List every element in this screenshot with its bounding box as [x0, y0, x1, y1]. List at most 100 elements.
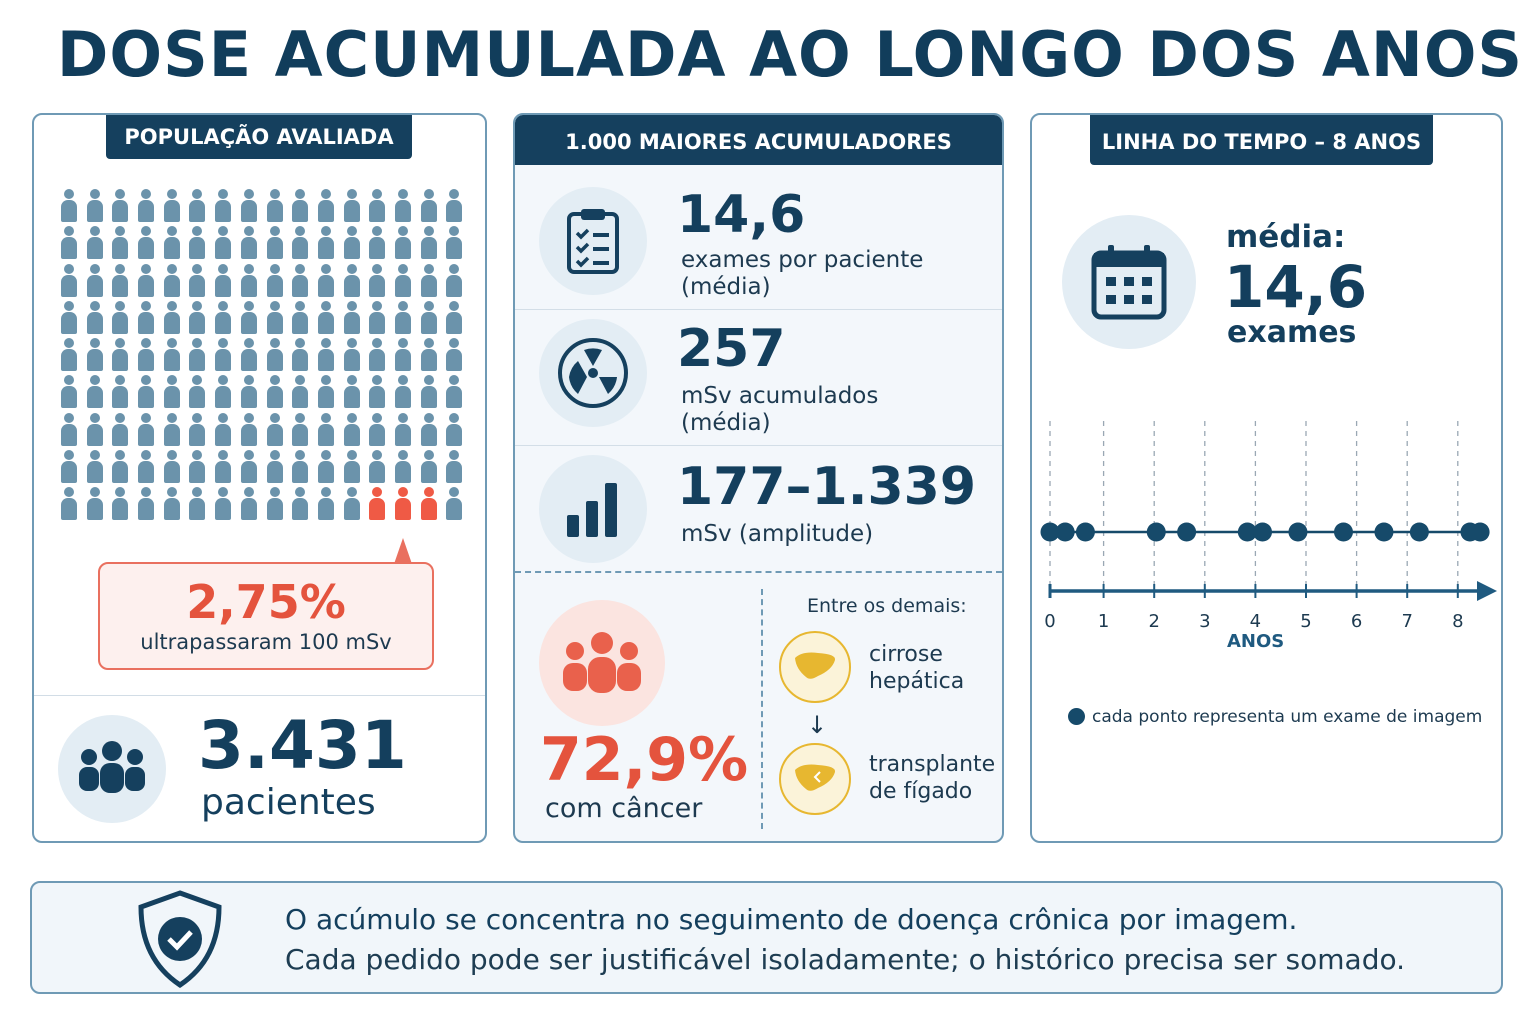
person-icon [441, 411, 467, 448]
exam-dot [1177, 522, 1197, 542]
exam-dot [1470, 522, 1490, 542]
person-icon [441, 262, 467, 299]
person-icon [236, 448, 262, 485]
person-icon [159, 336, 185, 373]
person-icon [339, 336, 365, 373]
axis-tick-label: 4 [1250, 611, 1261, 632]
person-icon [390, 448, 416, 485]
person-icon [56, 299, 82, 336]
person-icon [56, 336, 82, 373]
person-icon [210, 187, 236, 224]
person-icon [82, 187, 108, 224]
person-icon [184, 224, 210, 261]
arrow-down-icon: ↓ [807, 711, 828, 739]
person-icon [107, 224, 133, 261]
person-icon [339, 373, 365, 410]
person-icon [287, 411, 313, 448]
person-icon [364, 299, 390, 336]
person-icon [441, 224, 467, 261]
person-icon [287, 187, 313, 224]
person-icon [236, 224, 262, 261]
avg-value: 14,6 [1224, 253, 1368, 321]
person-icon [184, 448, 210, 485]
footer-note: O acúmulo se concentra no seguimento de … [30, 881, 1503, 994]
axis-tick-label: 1 [1098, 611, 1109, 632]
person-icon [262, 485, 288, 522]
person-icon [159, 485, 185, 522]
person-icon [313, 485, 339, 522]
person-icon [56, 411, 82, 448]
dashed-divider [515, 571, 1002, 573]
person-icon [210, 373, 236, 410]
exam-dot [1146, 522, 1166, 542]
person-icon [441, 299, 467, 336]
person-icon [184, 485, 210, 522]
person-icon [56, 187, 82, 224]
person-icon [82, 299, 108, 336]
person-icon [441, 373, 467, 410]
person-icon [262, 299, 288, 336]
person-icon [390, 299, 416, 336]
axis-tick-label: 7 [1401, 611, 1412, 632]
person-icon [390, 187, 416, 224]
person-icon [184, 299, 210, 336]
person-icon [287, 262, 313, 299]
percent-value: 2,75% [186, 575, 346, 629]
stat-row: 14,6 exames por paciente (média) [515, 165, 1002, 310]
liver-transplant-icon [779, 743, 851, 815]
divider [34, 695, 485, 696]
person-icon [339, 187, 365, 224]
stat-label: mSv (amplitude) [681, 521, 874, 547]
axis-tick-label: 6 [1351, 611, 1362, 632]
person-icon [184, 411, 210, 448]
person-icon [82, 224, 108, 261]
stat-value: 257 [677, 319, 786, 379]
axis-tick-label: 0 [1044, 611, 1055, 632]
person-icon [159, 299, 185, 336]
person-icon [107, 299, 133, 336]
person-icon [133, 411, 159, 448]
percent-callout: 2,75% ultrapassaram 100 mSv [98, 538, 434, 670]
person-icon-highlighted [390, 485, 416, 522]
person-icon [210, 224, 236, 261]
person-icon [56, 485, 82, 522]
people-group-red-icon [539, 600, 665, 726]
person-icon [133, 485, 159, 522]
person-icon [56, 262, 82, 299]
footer-line-1: O acúmulo se concentra no seguimento de … [285, 903, 1298, 936]
person-icon [364, 336, 390, 373]
axis-tick-label: 8 [1452, 611, 1463, 632]
stat-label-sub: (média) [681, 410, 771, 436]
person-icon [133, 336, 159, 373]
person-icon [184, 336, 210, 373]
person-icon [236, 373, 262, 410]
person-icon [210, 448, 236, 485]
person-icon [313, 373, 339, 410]
person-icon [262, 411, 288, 448]
person-icon [236, 299, 262, 336]
group-icon [58, 715, 166, 823]
person-icon [107, 336, 133, 373]
person-icon [107, 373, 133, 410]
person-icon [262, 262, 288, 299]
person-icon [210, 299, 236, 336]
person-icon [287, 299, 313, 336]
person-icon [441, 187, 467, 224]
person-icon-highlighted [364, 485, 390, 522]
person-icon [159, 373, 185, 410]
exam-dot [1374, 522, 1394, 542]
person-icon [339, 448, 365, 485]
person-icon [56, 224, 82, 261]
exam-dot [1253, 522, 1273, 542]
person-icon [184, 187, 210, 224]
stat-label-sub: (média) [681, 274, 771, 300]
stat-row: 177–1.339 mSv (amplitude) [515, 445, 1002, 569]
person-icon [416, 448, 442, 485]
axis-label: ANOS [1227, 631, 1285, 652]
person-icon [287, 224, 313, 261]
person-icon [262, 373, 288, 410]
person-icon [390, 336, 416, 373]
cancer-percent: 72,9% [540, 725, 749, 795]
shield-check-icon [135, 889, 225, 993]
liver-icon [779, 631, 851, 703]
